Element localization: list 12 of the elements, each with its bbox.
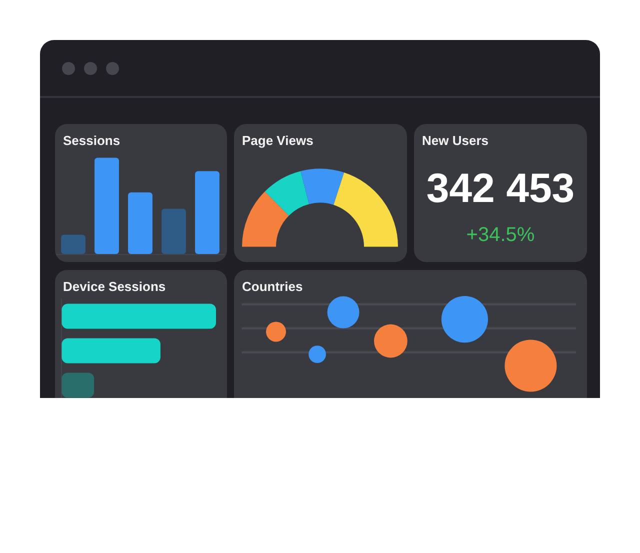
chart-title: Device Sessions xyxy=(63,279,166,295)
chart-title: Page Views xyxy=(242,133,314,149)
chart-title: Sessions xyxy=(63,133,120,149)
text: +34.5% xyxy=(465,223,536,247)
bar xyxy=(128,192,152,254)
text: 342 453 xyxy=(425,164,576,214)
bar xyxy=(94,158,119,254)
text: New Users xyxy=(422,133,488,149)
text: Countries xyxy=(242,279,303,295)
bar xyxy=(195,171,220,254)
bar xyxy=(61,234,86,254)
bar xyxy=(162,208,186,254)
